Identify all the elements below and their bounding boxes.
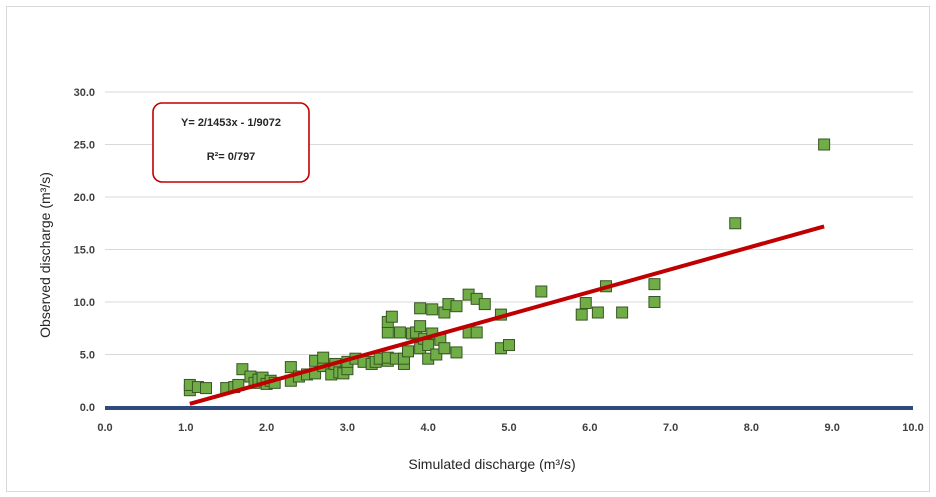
x-tick-label: 1.0 <box>178 422 193 434</box>
data-point <box>591 306 604 319</box>
chart-frame: 0.0 5.0 10.0 15.0 20.0 25.0 30.0 0.0 1.0 2.0 3.0 4… <box>6 6 930 492</box>
equation-box: Y= 2/1453x - 1/9072 R²= 0/797 <box>152 102 310 183</box>
data-point <box>648 296 661 308</box>
y-tick-label: 15.0 <box>74 245 95 257</box>
x-tick-label: 3.0 <box>340 422 355 434</box>
data-point <box>236 363 249 376</box>
data-point <box>579 297 592 310</box>
x-tick-label: 2.0 <box>259 422 274 434</box>
scatter-chart: 0.0 5.0 10.0 15.0 20.0 25.0 30.0 0.0 1.0 2.0 3.0 4… <box>37 87 924 472</box>
y-tick-label: 5.0 <box>80 350 95 362</box>
data-point <box>648 278 661 291</box>
x-tick-label: 6.0 <box>582 422 597 434</box>
data-point <box>422 339 435 352</box>
data-point <box>414 302 427 315</box>
x-tick-label: 5.0 <box>501 422 516 434</box>
y-tick-label: 0.0 <box>80 402 95 414</box>
y-tick-label: 30.0 <box>74 87 95 99</box>
x-tick-label: 7.0 <box>663 422 678 434</box>
data-point <box>414 320 427 333</box>
data-point <box>438 342 451 355</box>
r-squared: R²= 0/797 <box>207 151 256 163</box>
data-point <box>200 382 212 395</box>
data-point <box>729 217 742 230</box>
data-point <box>317 351 330 364</box>
trendline <box>189 224 825 406</box>
data-point <box>818 138 831 151</box>
x-axis-title: Simulated discharge (m³/s) <box>408 456 575 472</box>
data-point <box>385 310 398 323</box>
y-axis-title: Observed discharge (m³/s) <box>37 172 53 338</box>
data-point <box>393 326 406 339</box>
data-point <box>402 345 414 358</box>
x-tick-labels: 0.0 1.0 2.0 3.0 4.0 5.0 6.0 7.0 8.0 9.0 10.0 <box>97 422 923 434</box>
data-point <box>575 308 588 321</box>
x-tick-label: 8.0 <box>744 422 759 434</box>
data-point <box>450 346 463 359</box>
y-tick-label: 10.0 <box>74 297 95 309</box>
y-tick-label: 20.0 <box>74 192 95 204</box>
y-tick-labels: 0.0 5.0 10.0 15.0 20.0 25.0 30.0 <box>74 87 95 414</box>
data-point <box>616 306 629 319</box>
data-point <box>381 326 394 339</box>
data-point <box>535 285 548 298</box>
data-point <box>503 339 515 352</box>
x-tick-label: 9.0 <box>825 422 840 434</box>
data-point <box>478 298 491 311</box>
equation-box-border <box>152 102 310 183</box>
data-point <box>430 348 443 361</box>
y-tick-label: 25.0 <box>74 140 95 152</box>
data-point <box>284 361 297 374</box>
data-point <box>426 303 439 316</box>
data-point <box>470 326 483 339</box>
x-tick-label: 0.0 <box>97 422 112 434</box>
x-tick-label: 4.0 <box>421 422 436 434</box>
x-tick-label: 10.0 <box>902 422 923 434</box>
regression-equation: Y= 2/1453x - 1/9072 <box>181 117 281 129</box>
data-point <box>450 300 463 313</box>
